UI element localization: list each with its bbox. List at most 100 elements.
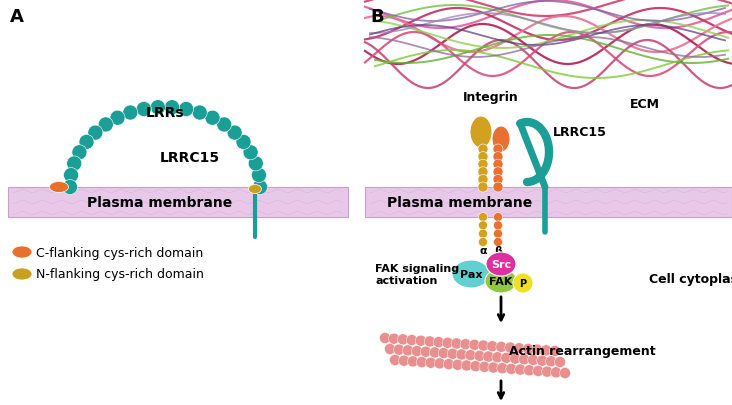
Text: P: P	[520, 278, 526, 288]
Circle shape	[509, 353, 520, 364]
Text: N-flanking cys-rich domain: N-flanking cys-rich domain	[36, 268, 204, 281]
Circle shape	[227, 126, 242, 141]
Circle shape	[474, 350, 485, 361]
Circle shape	[540, 345, 551, 356]
Circle shape	[403, 345, 414, 356]
Circle shape	[179, 102, 194, 117]
Circle shape	[417, 357, 427, 368]
Circle shape	[398, 355, 409, 366]
Circle shape	[465, 350, 476, 361]
Circle shape	[478, 160, 488, 170]
Circle shape	[478, 183, 488, 192]
Circle shape	[528, 354, 539, 366]
Ellipse shape	[470, 117, 492, 149]
Circle shape	[493, 183, 503, 192]
Circle shape	[478, 340, 489, 351]
Circle shape	[217, 118, 232, 132]
Circle shape	[483, 351, 494, 362]
Circle shape	[479, 230, 488, 239]
Circle shape	[497, 363, 508, 374]
Circle shape	[519, 354, 530, 365]
Text: C-flanking cys-rich domain: C-flanking cys-rich domain	[36, 246, 203, 259]
Circle shape	[248, 157, 264, 171]
Circle shape	[531, 344, 542, 355]
Circle shape	[406, 335, 417, 346]
Circle shape	[478, 175, 488, 185]
Circle shape	[443, 359, 454, 370]
Circle shape	[110, 111, 125, 126]
Circle shape	[64, 168, 78, 183]
Circle shape	[243, 145, 258, 160]
Circle shape	[523, 365, 534, 376]
Ellipse shape	[452, 260, 490, 288]
Circle shape	[447, 348, 458, 359]
Circle shape	[150, 100, 165, 115]
Circle shape	[488, 362, 499, 373]
Circle shape	[384, 344, 395, 355]
Bar	[8, 188, 348, 217]
Circle shape	[389, 355, 400, 366]
Circle shape	[469, 339, 480, 350]
Ellipse shape	[485, 269, 517, 293]
Circle shape	[479, 238, 488, 247]
Text: FAK signaling
activation: FAK signaling activation	[375, 264, 459, 285]
Circle shape	[555, 357, 566, 368]
Circle shape	[456, 349, 467, 360]
Text: Actin rearrangement: Actin rearrangement	[509, 345, 656, 358]
Text: ECM: ECM	[630, 98, 660, 111]
Circle shape	[501, 352, 512, 364]
Circle shape	[550, 367, 561, 378]
Ellipse shape	[248, 185, 261, 194]
Text: LRRC15: LRRC15	[160, 151, 220, 164]
Ellipse shape	[492, 127, 510, 153]
Circle shape	[425, 357, 436, 368]
Bar	[365, 188, 732, 217]
Ellipse shape	[12, 269, 32, 280]
Text: Integrin: Integrin	[463, 91, 518, 104]
Circle shape	[251, 168, 266, 183]
Circle shape	[514, 343, 525, 354]
Circle shape	[493, 213, 502, 222]
Circle shape	[415, 335, 426, 346]
Circle shape	[493, 230, 502, 239]
Circle shape	[478, 167, 488, 177]
Text: α: α	[479, 245, 487, 256]
Circle shape	[493, 160, 503, 170]
Circle shape	[429, 347, 440, 358]
Circle shape	[493, 152, 503, 162]
Circle shape	[533, 366, 544, 377]
Circle shape	[452, 359, 463, 371]
Circle shape	[136, 102, 152, 117]
Circle shape	[72, 145, 87, 160]
Ellipse shape	[486, 252, 516, 276]
Circle shape	[420, 346, 431, 357]
Circle shape	[393, 344, 405, 355]
Ellipse shape	[12, 246, 32, 258]
Text: A: A	[10, 8, 24, 26]
Circle shape	[559, 368, 570, 379]
Circle shape	[545, 356, 556, 367]
Circle shape	[62, 180, 78, 195]
Text: Plasma membrane: Plasma membrane	[87, 196, 233, 209]
Circle shape	[389, 333, 400, 344]
Circle shape	[451, 338, 462, 349]
Circle shape	[493, 145, 503, 155]
Ellipse shape	[50, 182, 69, 193]
Circle shape	[515, 364, 526, 375]
Circle shape	[253, 180, 267, 195]
Circle shape	[442, 337, 453, 348]
Circle shape	[67, 157, 82, 171]
Circle shape	[479, 213, 488, 222]
Circle shape	[505, 342, 516, 353]
Circle shape	[438, 348, 449, 359]
Circle shape	[434, 358, 445, 369]
Circle shape	[79, 135, 94, 150]
Circle shape	[496, 341, 507, 352]
Circle shape	[493, 175, 503, 185]
Text: LRRs: LRRs	[146, 106, 184, 120]
Circle shape	[408, 356, 419, 367]
Text: Pax: Pax	[460, 269, 482, 279]
Circle shape	[523, 343, 534, 354]
Circle shape	[425, 336, 436, 347]
Circle shape	[492, 352, 503, 363]
